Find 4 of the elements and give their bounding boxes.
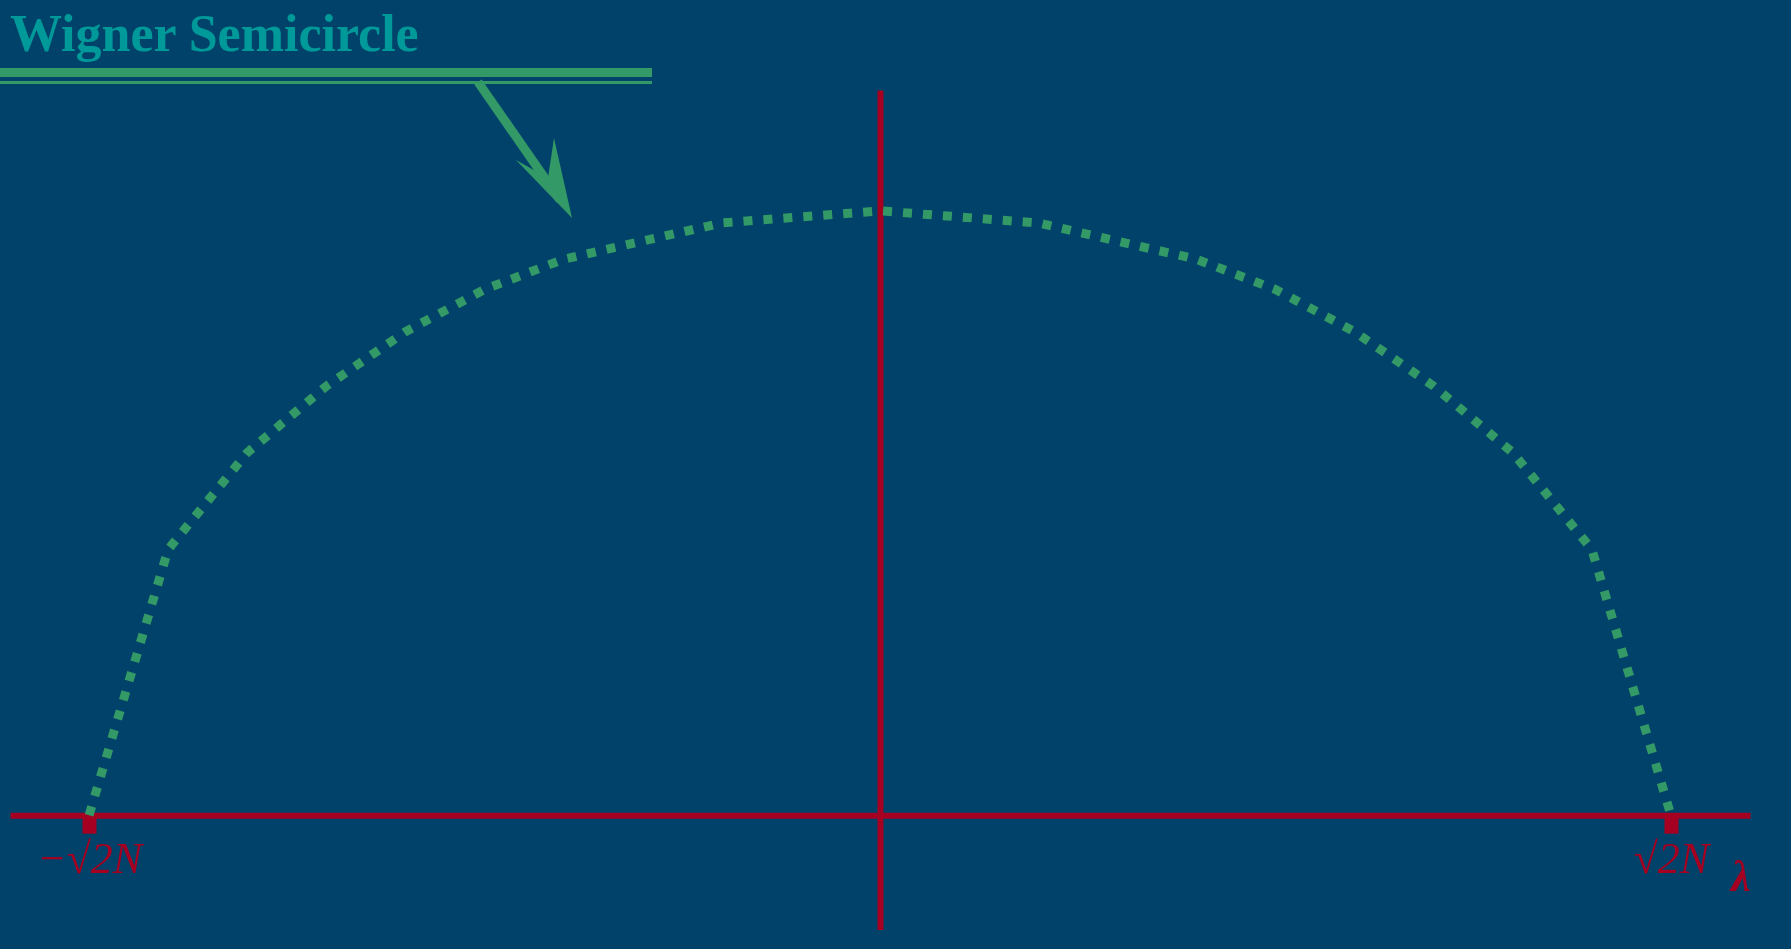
x-axis-title: λ [1728, 851, 1751, 901]
chart-title: Wigner Semicircle [10, 4, 419, 63]
x-tick-label: √2N [1633, 833, 1712, 883]
x-tick-label: −√2N [37, 833, 145, 883]
